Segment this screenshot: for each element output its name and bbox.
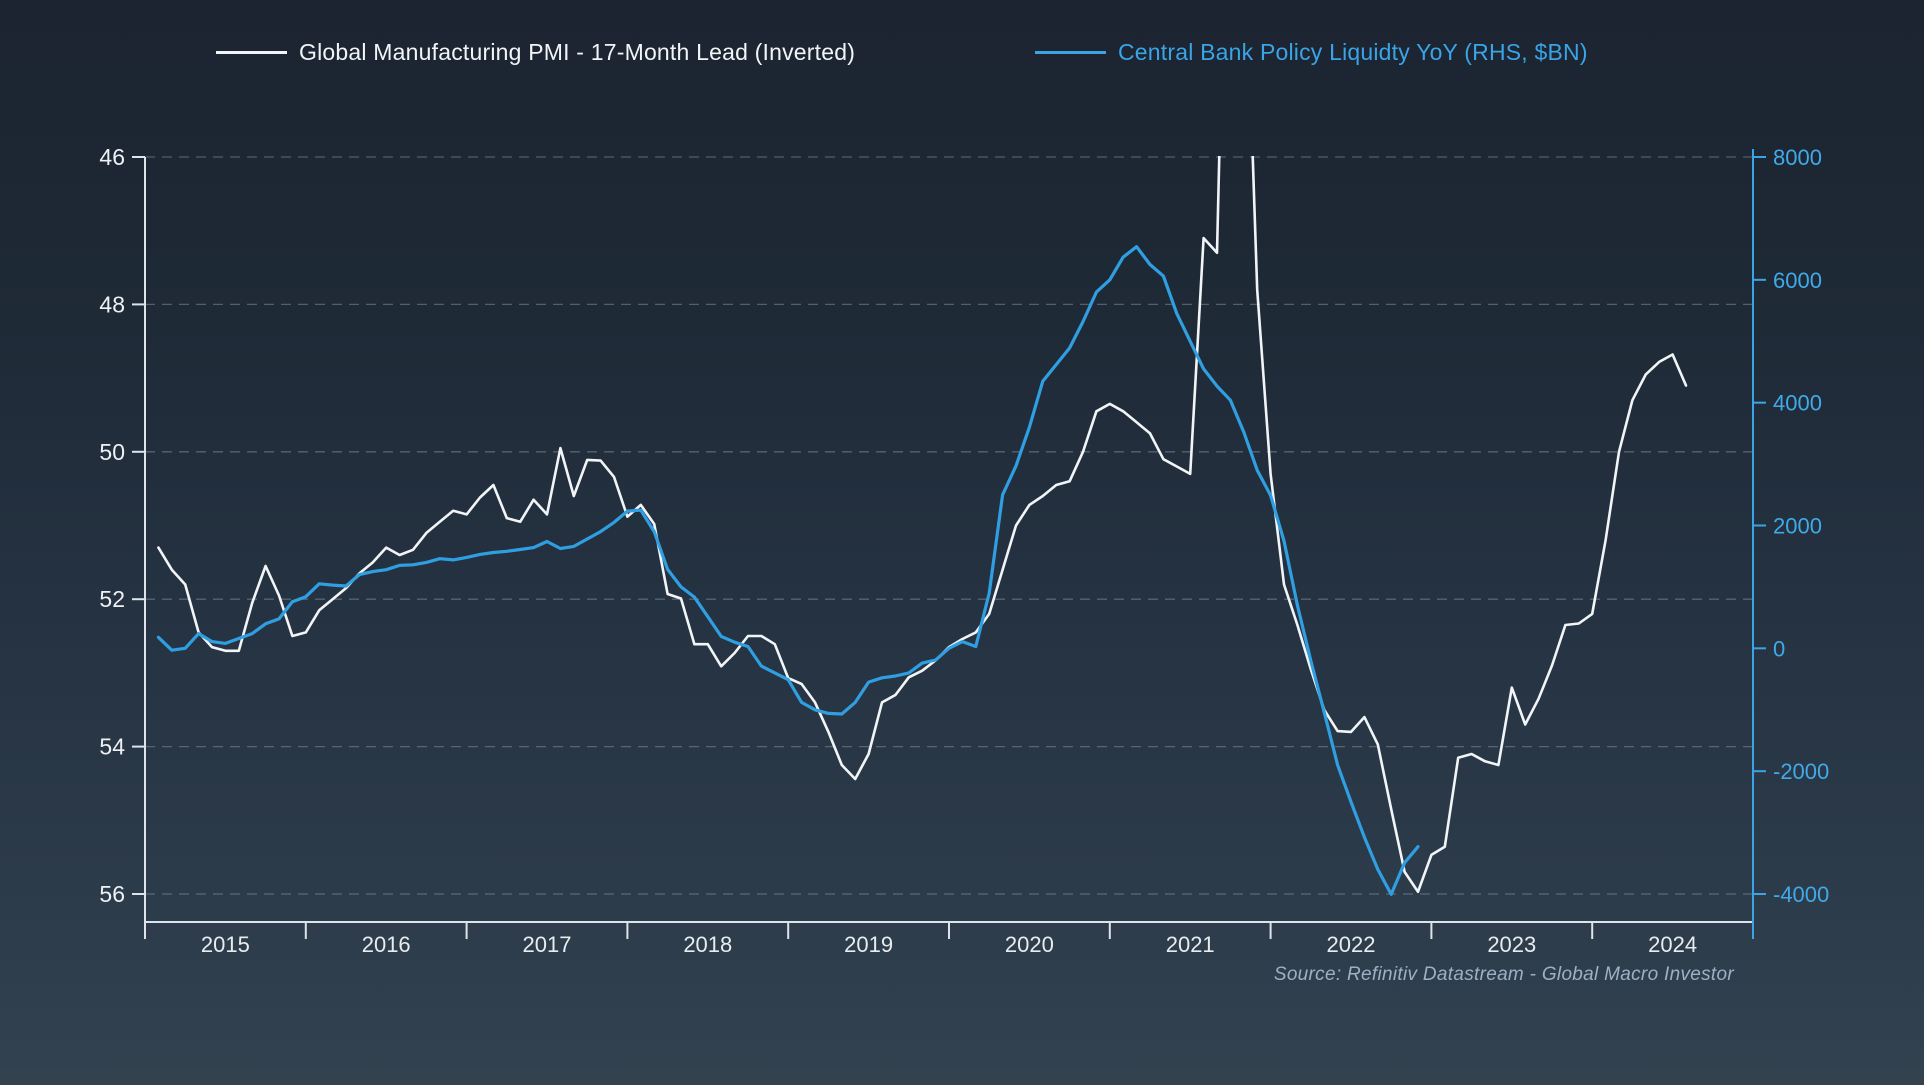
x-axis-year-label: 2019 [844,932,893,957]
left-axis-tick-label: 54 [99,734,125,760]
liquidity-line [156,245,1420,896]
x-axis-year-label: 2017 [523,932,572,957]
right-axis-tick-label: 4000 [1773,391,1822,416]
x-axis-year-label: 2023 [1487,932,1536,957]
pmi-line-swatch-icon [216,51,287,54]
right-axis-tick-label: 8000 [1773,145,1822,170]
pmi-legend-label: Global Manufacturing PMI - 17-Month Lead… [299,39,856,65]
source-note: Source: Refinitiv Datastream - Global Ma… [1273,964,1734,985]
right-axis-tick-label: -4000 [1773,882,1829,907]
left-axis-tick-label: 50 [99,439,125,465]
x-axis-year-label: 2022 [1327,932,1376,957]
left-axis-tick-label: 48 [99,291,125,317]
x-axis-year-label: 2021 [1166,932,1215,957]
pmi-line [157,156,1688,894]
left-axis-tick-label: 52 [99,586,125,612]
x-axis-year-label: 2024 [1648,932,1697,957]
left-axis-tick-label: 46 [99,144,125,170]
liquidity-line-swatch-icon [1035,51,1106,54]
x-axis-year-label: 2018 [683,932,732,957]
right-axis-tick-label: 0 [1773,636,1785,661]
right-axis-tick-label: -2000 [1773,759,1829,784]
legend-item-pmi: Global Manufacturing PMI - 17-Month Lead… [216,39,855,66]
x-axis-year-label: 2015 [201,932,250,957]
left-axis-tick-label: 56 [99,881,125,907]
x-axis-year-label: 2016 [362,932,411,957]
legend: Global Manufacturing PMI - 17-Month Lead… [0,0,1924,80]
x-axis-year-label: 2020 [1005,932,1054,957]
right-axis-tick-label: 2000 [1773,514,1822,539]
right-axis-tick-label: 6000 [1773,268,1822,293]
liquidity-legend-label: Central Bank Policy Liquidty YoY (RHS, $… [1118,39,1588,65]
legend-item-liquidity: Central Bank Policy Liquidty YoY (RHS, $… [1035,39,1588,66]
